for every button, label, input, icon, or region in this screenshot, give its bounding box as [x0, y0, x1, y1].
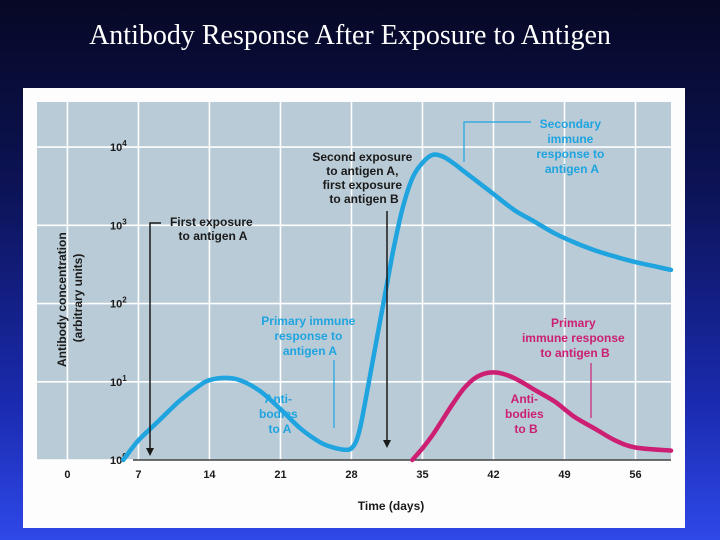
primary-response-a-label: Primary immune response to antigen A [261, 314, 358, 358]
slide-title: Antibody Response After Exposure to Anti… [89, 20, 611, 51]
x-tick-label: 56 [629, 469, 641, 481]
x-tick-label: 49 [558, 469, 570, 481]
y-tick-label: 102 [110, 296, 127, 311]
first-exposure-arrow [146, 222, 161, 456]
x-tick-label: 7 [135, 469, 141, 481]
y-tick-label: 104 [110, 139, 127, 154]
y-tick-label: 103 [110, 217, 127, 232]
x-axis-label: Time (days) [358, 499, 424, 513]
secondary-response-leader [463, 121, 531, 162]
antibody-a-curve [120, 152, 674, 463]
secondary-response-label: Secondary immune response to antigen A [536, 117, 607, 176]
first-exposure-label: First exposure to antigen A [170, 215, 256, 243]
x-tick-labels: 0 7 14 21 28 35 42 49 56 [64, 469, 641, 481]
y-axis-label: Antibody concentration (arbitrary units) [55, 229, 85, 367]
x-tick-label: 14 [203, 469, 216, 481]
antibodies-a-label: Anti- bodies to A [259, 392, 301, 436]
x-tick-label: 21 [274, 469, 286, 481]
plot-background [37, 102, 671, 460]
y-tick-label: 101 [110, 374, 127, 389]
second-exposure-label: Second exposure to antigen A, first expo… [312, 150, 415, 206]
antibody-b-curve [410, 370, 674, 463]
x-tick-label: 0 [64, 469, 70, 481]
primary-response-b-label: Primary immune response to antigen B [522, 316, 628, 360]
x-tick-label: 28 [345, 469, 357, 481]
x-tick-label: 35 [416, 469, 428, 481]
figure-panel: 0 7 14 21 28 35 42 49 56 100 101 102 103 104 First e… [23, 88, 685, 528]
x-tick-label: 42 [487, 469, 499, 481]
antibodies-b-label: Anti- bodies to B [505, 392, 547, 436]
